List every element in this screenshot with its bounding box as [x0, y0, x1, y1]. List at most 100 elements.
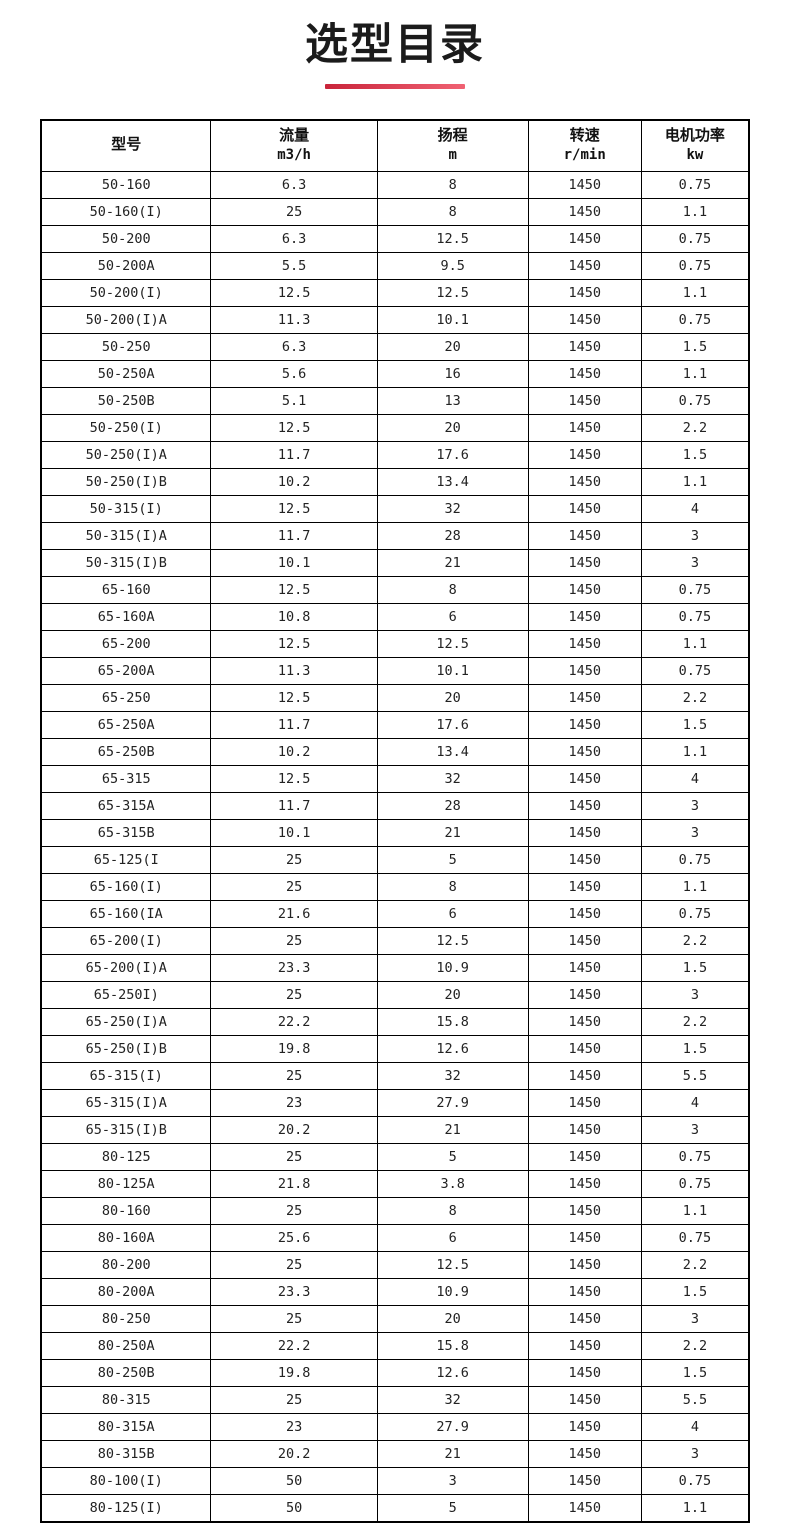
- head-cell: 13.4: [376, 737, 529, 766]
- speed-cell: 1450: [527, 251, 642, 280]
- model-cell: 80-250A: [40, 1331, 212, 1360]
- head-cell: 12.5: [376, 224, 529, 253]
- power-cell: 3: [640, 791, 750, 820]
- model-cell: 80-315A: [40, 1412, 212, 1441]
- table-row: 50-315(I)B 10.1 21 1450 3: [40, 548, 750, 577]
- table-row: 50-250(I) 12.5 20 1450 2.2: [40, 413, 750, 442]
- head-cell: 10.1: [376, 305, 529, 334]
- power-cell: 1.1: [640, 737, 750, 766]
- table-row: 65-160(IA 21.6 6 1450 0.75: [40, 899, 750, 928]
- flow-cell: 12.5: [210, 683, 378, 712]
- table-row: 65-125(I 25 5 1450 0.75: [40, 845, 750, 874]
- head-cell: 9.5: [376, 251, 529, 280]
- power-cell: 1.5: [640, 1034, 750, 1063]
- table-row: 65-200(I)A 23.3 10.9 1450 1.5: [40, 953, 750, 982]
- flow-cell: 21.6: [210, 899, 378, 928]
- power-cell: 3: [640, 1304, 750, 1333]
- power-cell: 0.75: [640, 899, 750, 928]
- flow-cell: 25: [210, 845, 378, 874]
- speed-cell: 1450: [527, 1115, 642, 1144]
- head-cell: 12.5: [376, 1250, 529, 1279]
- flow-cell: 10.1: [210, 548, 378, 577]
- model-cell: 65-250A: [40, 710, 212, 739]
- selection-table: 型号 流量 m3/h 扬程 m 转速 r/min 电机功率 kw: [40, 118, 750, 1523]
- flow-cell: 10.1: [210, 818, 378, 847]
- model-cell: 65-315B: [40, 818, 212, 847]
- head-cell: 20: [376, 1304, 529, 1333]
- power-cell: 1.5: [640, 710, 750, 739]
- power-cell: 3: [640, 548, 750, 577]
- model-cell: 65-250I): [40, 980, 212, 1009]
- flow-cell: 25: [210, 872, 378, 901]
- flow-cell: 22.2: [210, 1007, 378, 1036]
- table-row: 80-100(I) 50 3 1450 0.75: [40, 1466, 750, 1495]
- model-cell: 50-250(I): [40, 413, 212, 442]
- model-cell: 65-160: [40, 575, 212, 604]
- model-cell: 50-250(I)A: [40, 440, 212, 469]
- head-cell: 8: [376, 872, 529, 901]
- flow-cell: 19.8: [210, 1034, 378, 1063]
- model-cell: 80-315: [40, 1385, 212, 1414]
- head-cell: 13: [376, 386, 529, 415]
- power-cell: 2.2: [640, 926, 750, 955]
- table-row: 65-315(I)A 23 27.9 1450 4: [40, 1088, 750, 1117]
- model-cell: 50-200A: [40, 251, 212, 280]
- model-cell: 65-160A: [40, 602, 212, 631]
- col-header-head: 扬程 m: [376, 119, 529, 172]
- flow-cell: 25: [210, 926, 378, 955]
- flow-cell: 25: [210, 1385, 378, 1414]
- speed-cell: 1450: [527, 1250, 642, 1279]
- table-row: 65-315B 10.1 21 1450 3: [40, 818, 750, 847]
- flow-cell: 23: [210, 1088, 378, 1117]
- speed-cell: 1450: [527, 1142, 642, 1171]
- model-cell: 80-160: [40, 1196, 212, 1225]
- model-cell: 65-250(I)B: [40, 1034, 212, 1063]
- model-cell: 80-315B: [40, 1439, 212, 1468]
- table-row: 65-315A 11.7 28 1450 3: [40, 791, 750, 820]
- power-cell: 4: [640, 494, 750, 523]
- table-row: 65-250 12.5 20 1450 2.2: [40, 683, 750, 712]
- flow-cell: 20.2: [210, 1439, 378, 1468]
- model-cell: 50-250B: [40, 386, 212, 415]
- speed-cell: 1450: [527, 980, 642, 1009]
- head-cell: 27.9: [376, 1088, 529, 1117]
- speed-cell: 1450: [527, 467, 642, 496]
- table-row: 50-160(I) 25 8 1450 1.1: [40, 197, 750, 226]
- table-row: 65-250(I)A 22.2 15.8 1450 2.2: [40, 1007, 750, 1036]
- speed-cell: 1450: [527, 170, 642, 199]
- speed-cell: 1450: [527, 899, 642, 928]
- model-cell: 65-125(I: [40, 845, 212, 874]
- model-cell: 65-315(I): [40, 1061, 212, 1090]
- table-row: 65-200(I) 25 12.5 1450 2.2: [40, 926, 750, 955]
- model-cell: 80-125A: [40, 1169, 212, 1198]
- power-cell: 2.2: [640, 1250, 750, 1279]
- head-cell: 16: [376, 359, 529, 388]
- speed-cell: 1450: [527, 656, 642, 685]
- power-cell: 1.1: [640, 629, 750, 658]
- table-row: 50-250(I)A 11.7 17.6 1450 1.5: [40, 440, 750, 469]
- speed-cell: 1450: [527, 953, 642, 982]
- flow-cell: 11.3: [210, 305, 378, 334]
- speed-cell: 1450: [527, 818, 642, 847]
- power-cell: 0.75: [640, 602, 750, 631]
- speed-cell: 1450: [527, 197, 642, 226]
- model-cell: 50-250: [40, 332, 212, 361]
- model-cell: 65-315A: [40, 791, 212, 820]
- flow-cell: 11.7: [210, 710, 378, 739]
- table-body: 50-160 6.3 8 1450 0.75 50-160(I) 25 8 1450 1.1 50-…: [40, 170, 750, 1523]
- speed-cell: 1450: [527, 1439, 642, 1468]
- flow-cell: 6.3: [210, 332, 378, 361]
- table-row: 80-200 25 12.5 1450 2.2: [40, 1250, 750, 1279]
- header-label: 流量: [279, 127, 310, 145]
- model-cell: 80-250: [40, 1304, 212, 1333]
- table-row: 50-250B 5.1 13 1450 0.75: [40, 386, 750, 415]
- table-row: 50-250(I)B 10.2 13.4 1450 1.1: [40, 467, 750, 496]
- head-cell: 32: [376, 1061, 529, 1090]
- head-cell: 6: [376, 899, 529, 928]
- power-cell: 2.2: [640, 1331, 750, 1360]
- speed-cell: 1450: [527, 737, 642, 766]
- flow-cell: 19.8: [210, 1358, 378, 1387]
- head-cell: 20: [376, 413, 529, 442]
- header-label: 扬程: [437, 127, 468, 145]
- power-cell: 1.1: [640, 359, 750, 388]
